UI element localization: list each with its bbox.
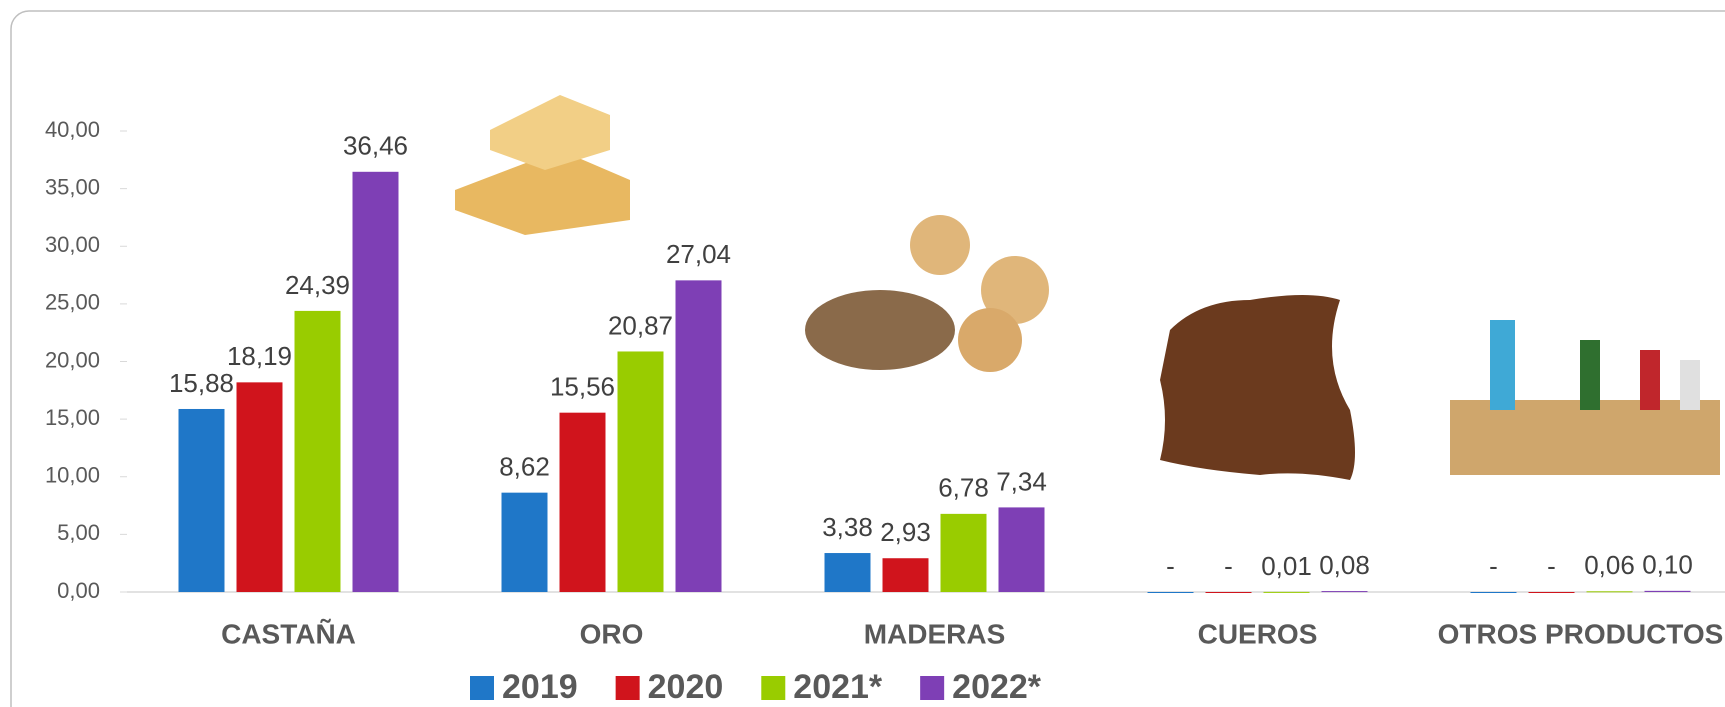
bar [1322, 591, 1368, 592]
data-label: - [1489, 551, 1498, 581]
bar [179, 409, 225, 592]
legend-label: 2019 [502, 668, 578, 706]
bar [1645, 591, 1691, 592]
legend-label: 2021* [793, 668, 883, 706]
y-tick-label: 40,00 [45, 117, 100, 142]
data-label: 15,88 [169, 368, 234, 398]
legend-label: 2020 [648, 668, 724, 706]
data-label: 0,06 [1584, 550, 1635, 580]
bar [1587, 591, 1633, 592]
bar [676, 280, 722, 592]
bar [825, 553, 871, 592]
x-tick-label: CUEROS [1198, 618, 1318, 649]
data-label: 27,04 [666, 239, 731, 269]
legend-swatch [761, 676, 785, 700]
bar [618, 351, 664, 592]
legend-label: 2022* [952, 668, 1042, 706]
data-label: 15,56 [550, 372, 615, 402]
legend-swatch [920, 676, 944, 700]
bar [1529, 592, 1575, 593]
data-label: - [1224, 551, 1233, 581]
data-label: 0,08 [1319, 550, 1370, 580]
data-label: 36,46 [343, 131, 408, 161]
bar [353, 172, 399, 592]
bar [295, 311, 341, 592]
chart: 0,00 5,00 10,00 15,00 20,00 25,00 30,00 35,00 40… [0, 0, 1725, 707]
bar [883, 558, 929, 592]
data-label: 24,39 [285, 270, 350, 300]
legend-swatch [616, 676, 640, 700]
bar [1264, 592, 1310, 593]
bar [1148, 592, 1194, 593]
x-tick-label: ORO [580, 618, 644, 649]
data-label: 3,38 [822, 512, 873, 542]
data-label: 18,19 [227, 341, 292, 371]
y-tick-label: 20,00 [45, 347, 100, 372]
bar [560, 413, 606, 592]
y-tick-label: 35,00 [45, 174, 100, 199]
bar [502, 493, 548, 592]
y-tick-label: 25,00 [45, 290, 100, 315]
data-label: 8,62 [499, 452, 550, 482]
y-tick-label: 15,00 [45, 405, 100, 430]
y-tick-label: 0,00 [57, 578, 100, 603]
data-label: - [1547, 551, 1556, 581]
bar [941, 514, 987, 592]
data-label: 2,93 [880, 517, 931, 547]
data-label: 0,10 [1642, 550, 1693, 580]
x-tick-label: CASTAÑA [221, 618, 356, 649]
hide-illustration [1160, 295, 1355, 480]
bar [237, 382, 283, 592]
data-label: 7,34 [996, 466, 1047, 496]
bar [1471, 592, 1517, 593]
legend-swatch [470, 676, 494, 700]
x-tick-label: MADERAS [864, 618, 1006, 649]
x-tick-label: OTROS PRODUCTOS [1438, 618, 1724, 649]
data-label: 20,87 [608, 310, 673, 340]
data-label: 6,78 [938, 473, 989, 503]
bar [1206, 592, 1252, 593]
data-label: - [1166, 551, 1175, 581]
y-tick-label: 10,00 [45, 463, 100, 488]
data-label: 0,01 [1261, 551, 1312, 581]
bar [999, 507, 1045, 592]
y-tick-label: 5,00 [57, 520, 100, 545]
y-tick-label: 30,00 [45, 232, 100, 257]
